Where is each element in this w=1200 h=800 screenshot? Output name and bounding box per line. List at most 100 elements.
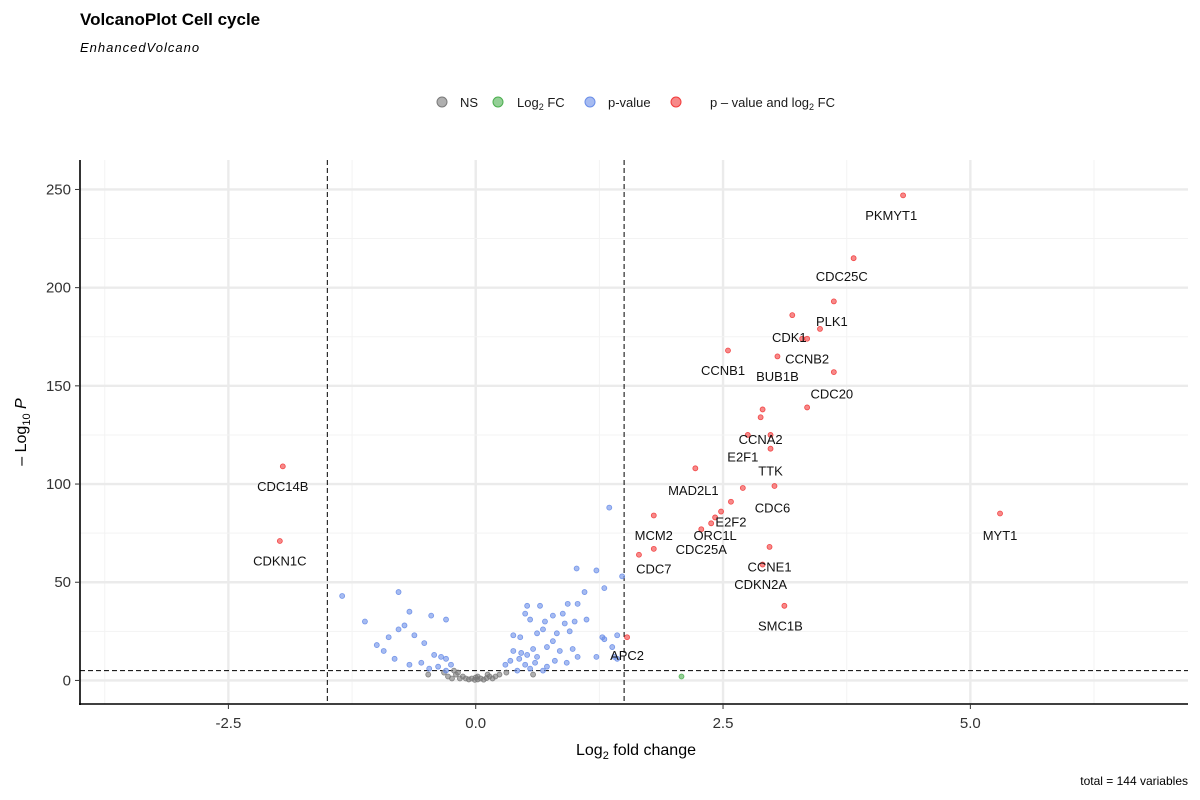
point-pvalue-and-log2fc	[850, 255, 857, 262]
point-ns	[496, 671, 503, 678]
ticks: -2.5 0.0 2.5 5.0 0 50 100 150 200 250	[46, 181, 981, 732]
point-pvalue	[391, 655, 398, 662]
gene-label: CCNA2	[739, 432, 783, 447]
point-ns	[449, 675, 455, 682]
point-pvalue	[411, 632, 418, 639]
chart-subtitle: EnhancedVolcano	[80, 40, 200, 55]
legend-key	[436, 96, 448, 108]
point-pvalue	[339, 593, 346, 599]
caption: total = 144 variables	[1080, 774, 1188, 788]
x-tick-label: 5.0	[960, 715, 981, 732]
point-pvalue	[507, 657, 514, 664]
point-pvalue	[426, 665, 433, 672]
x-axis-title: Log2 fold change	[576, 742, 696, 762]
gene-label: CCNB1	[701, 363, 745, 378]
point-pvalue	[380, 648, 387, 654]
point-pvalue	[502, 661, 509, 668]
gene-label: BUB1B	[756, 369, 799, 384]
point-pvalue	[569, 646, 576, 652]
point-pvalue	[564, 600, 571, 607]
x-tick-label: 2.5	[713, 715, 734, 732]
legend-item-fc: Log2 FC	[492, 95, 565, 112]
point-ns	[472, 674, 479, 681]
point-pvalue-and-log2fc	[789, 312, 796, 319]
point-log2fc	[678, 673, 685, 680]
point-pvalue	[510, 632, 517, 639]
point-pvalue	[574, 600, 581, 607]
point-pvalue	[609, 644, 616, 650]
point-ns	[425, 671, 432, 678]
gene-label: CDK1	[772, 330, 807, 345]
legend-item-pfc: p – value and log2 FC	[670, 95, 835, 112]
gene-label: E2F2	[715, 514, 746, 529]
gene-label: CDC6	[755, 501, 790, 516]
point-pvalue-and-log2fc	[817, 325, 823, 332]
legend-item-p: p-value	[584, 95, 651, 110]
gene-label: ORC1L	[693, 528, 736, 543]
gene-label: CCNE1	[747, 560, 791, 575]
point-pvalue	[514, 667, 521, 674]
point-ns	[451, 667, 457, 674]
point-pvalue	[540, 667, 546, 674]
point-pvalue-and-log2fc	[636, 551, 642, 558]
point-pvalue	[385, 634, 392, 641]
point-pvalue-and-log2fc	[725, 347, 731, 354]
y-axis-title: – Log10 P	[13, 398, 33, 466]
point-pvalue-and-log2fc	[650, 512, 657, 519]
point-pvalue	[522, 610, 529, 617]
point-pvalue	[601, 636, 608, 643]
axes	[79, 160, 1188, 705]
point-pvalue	[549, 612, 556, 619]
point-pvalue-and-log2fc	[718, 508, 724, 515]
point-pvalue-and-log2fc	[830, 369, 837, 376]
legend-label: NS	[460, 95, 478, 110]
point-pvalue	[561, 620, 568, 627]
gene-label: E2F1	[727, 450, 758, 465]
point-pvalue	[534, 653, 540, 660]
point-pvalue	[443, 616, 449, 623]
point-pvalue-and-log2fc	[728, 498, 734, 505]
point-pvalue-and-log2fc	[739, 485, 746, 491]
gene-label: CDC20	[811, 387, 854, 402]
point-pvalue	[581, 589, 588, 595]
point-pvalue	[510, 648, 517, 654]
point-pvalue	[563, 659, 570, 666]
legend-key	[584, 96, 596, 108]
point-pvalue	[362, 618, 368, 625]
legend-key	[670, 96, 682, 108]
gene-label: CDKN1C	[253, 554, 306, 569]
legend: NS Log2 FC p-value p – value and log2 FC	[436, 95, 835, 112]
x-tick-label: 0.0	[465, 715, 486, 732]
point-pvalue-and-log2fc	[757, 414, 764, 421]
y-tick-label: 100	[46, 476, 71, 493]
point-pvalue	[524, 652, 531, 658]
point-pvalue	[611, 653, 618, 660]
point-pvalue-and-log2fc	[624, 634, 630, 641]
point-pvalue-and-log2fc	[900, 192, 906, 199]
point-pvalue	[540, 626, 546, 633]
point-pvalue-and-log2fc	[279, 463, 286, 470]
gene-labels: PKMYT1 CDC25C PLK1 CDK1 CCNB2 CCNB1 BUB1B CDC20…	[253, 208, 1017, 663]
grid	[80, 160, 1188, 704]
point-pvalue	[549, 638, 556, 645]
y-tick-label: 250	[46, 181, 71, 198]
point-pvalue-and-log2fc	[767, 445, 774, 452]
gene-label: MAD2L1	[668, 483, 719, 498]
point-pvalue	[556, 648, 563, 654]
gene-label: MYT1	[983, 528, 1018, 543]
point-pvalue	[435, 663, 442, 670]
cutoff-lines	[80, 160, 1188, 704]
point-pvalue-and-log2fc	[698, 526, 705, 533]
gene-label: SMC1B	[758, 618, 803, 633]
point-pvalue-and-log2fc	[650, 545, 657, 552]
point-pvalue-and-log2fc	[692, 465, 699, 472]
point-pvalue-and-log2fc	[276, 538, 283, 544]
gene-label: CCNB2	[785, 351, 829, 366]
point-pvalue	[517, 634, 524, 641]
point-pvalue	[619, 573, 626, 580]
point-pvalue	[544, 644, 550, 650]
y-tick-label: 0	[63, 672, 71, 689]
point-pvalue	[395, 626, 402, 633]
point-ns	[484, 671, 491, 678]
point-pvalue	[443, 655, 449, 662]
